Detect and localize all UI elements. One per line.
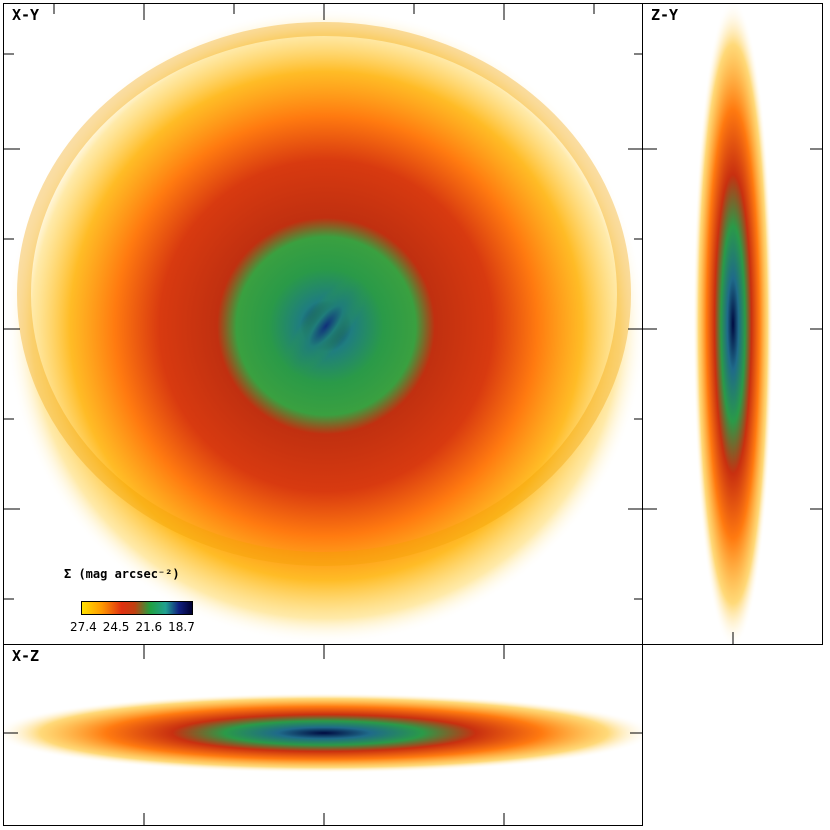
zy-panel-label: Z-Y (651, 6, 679, 24)
xz-ticks (4, 645, 642, 825)
xy-projection-panel: X-Y Σ (mag arcsec⁻²) 27.4 24.5 21.6 18.7 (3, 3, 643, 645)
colorbar-title: Σ (mag arcsec⁻²) (64, 567, 180, 581)
colorbar-tick: 27.4 (70, 620, 97, 634)
colorbar-tick: 21.6 (135, 620, 163, 634)
xz-panel-label: X-Z (12, 647, 40, 665)
edge-on-disk-zy (693, 4, 773, 644)
zy-projection-panel: Z-Y (642, 3, 823, 645)
zy-density-map (643, 4, 822, 644)
edge-on-disk-xz (4, 693, 642, 773)
central-bar (284, 275, 368, 377)
xy-density-map (4, 4, 642, 644)
xz-density-map (4, 645, 642, 825)
colorbar-tick-labels: 27.4 24.5 21.6 18.7 (70, 620, 230, 634)
colorbar-tick: 18.7 (168, 620, 195, 634)
colorbar-tick: 24.5 (102, 620, 130, 634)
xy-panel-label: X-Y (12, 6, 40, 24)
xz-projection-panel: X-Z (3, 644, 643, 826)
colorbar (81, 601, 193, 615)
zy-ticks (643, 148, 822, 644)
xy-ticks (4, 4, 642, 600)
outer-arc (17, 22, 631, 566)
